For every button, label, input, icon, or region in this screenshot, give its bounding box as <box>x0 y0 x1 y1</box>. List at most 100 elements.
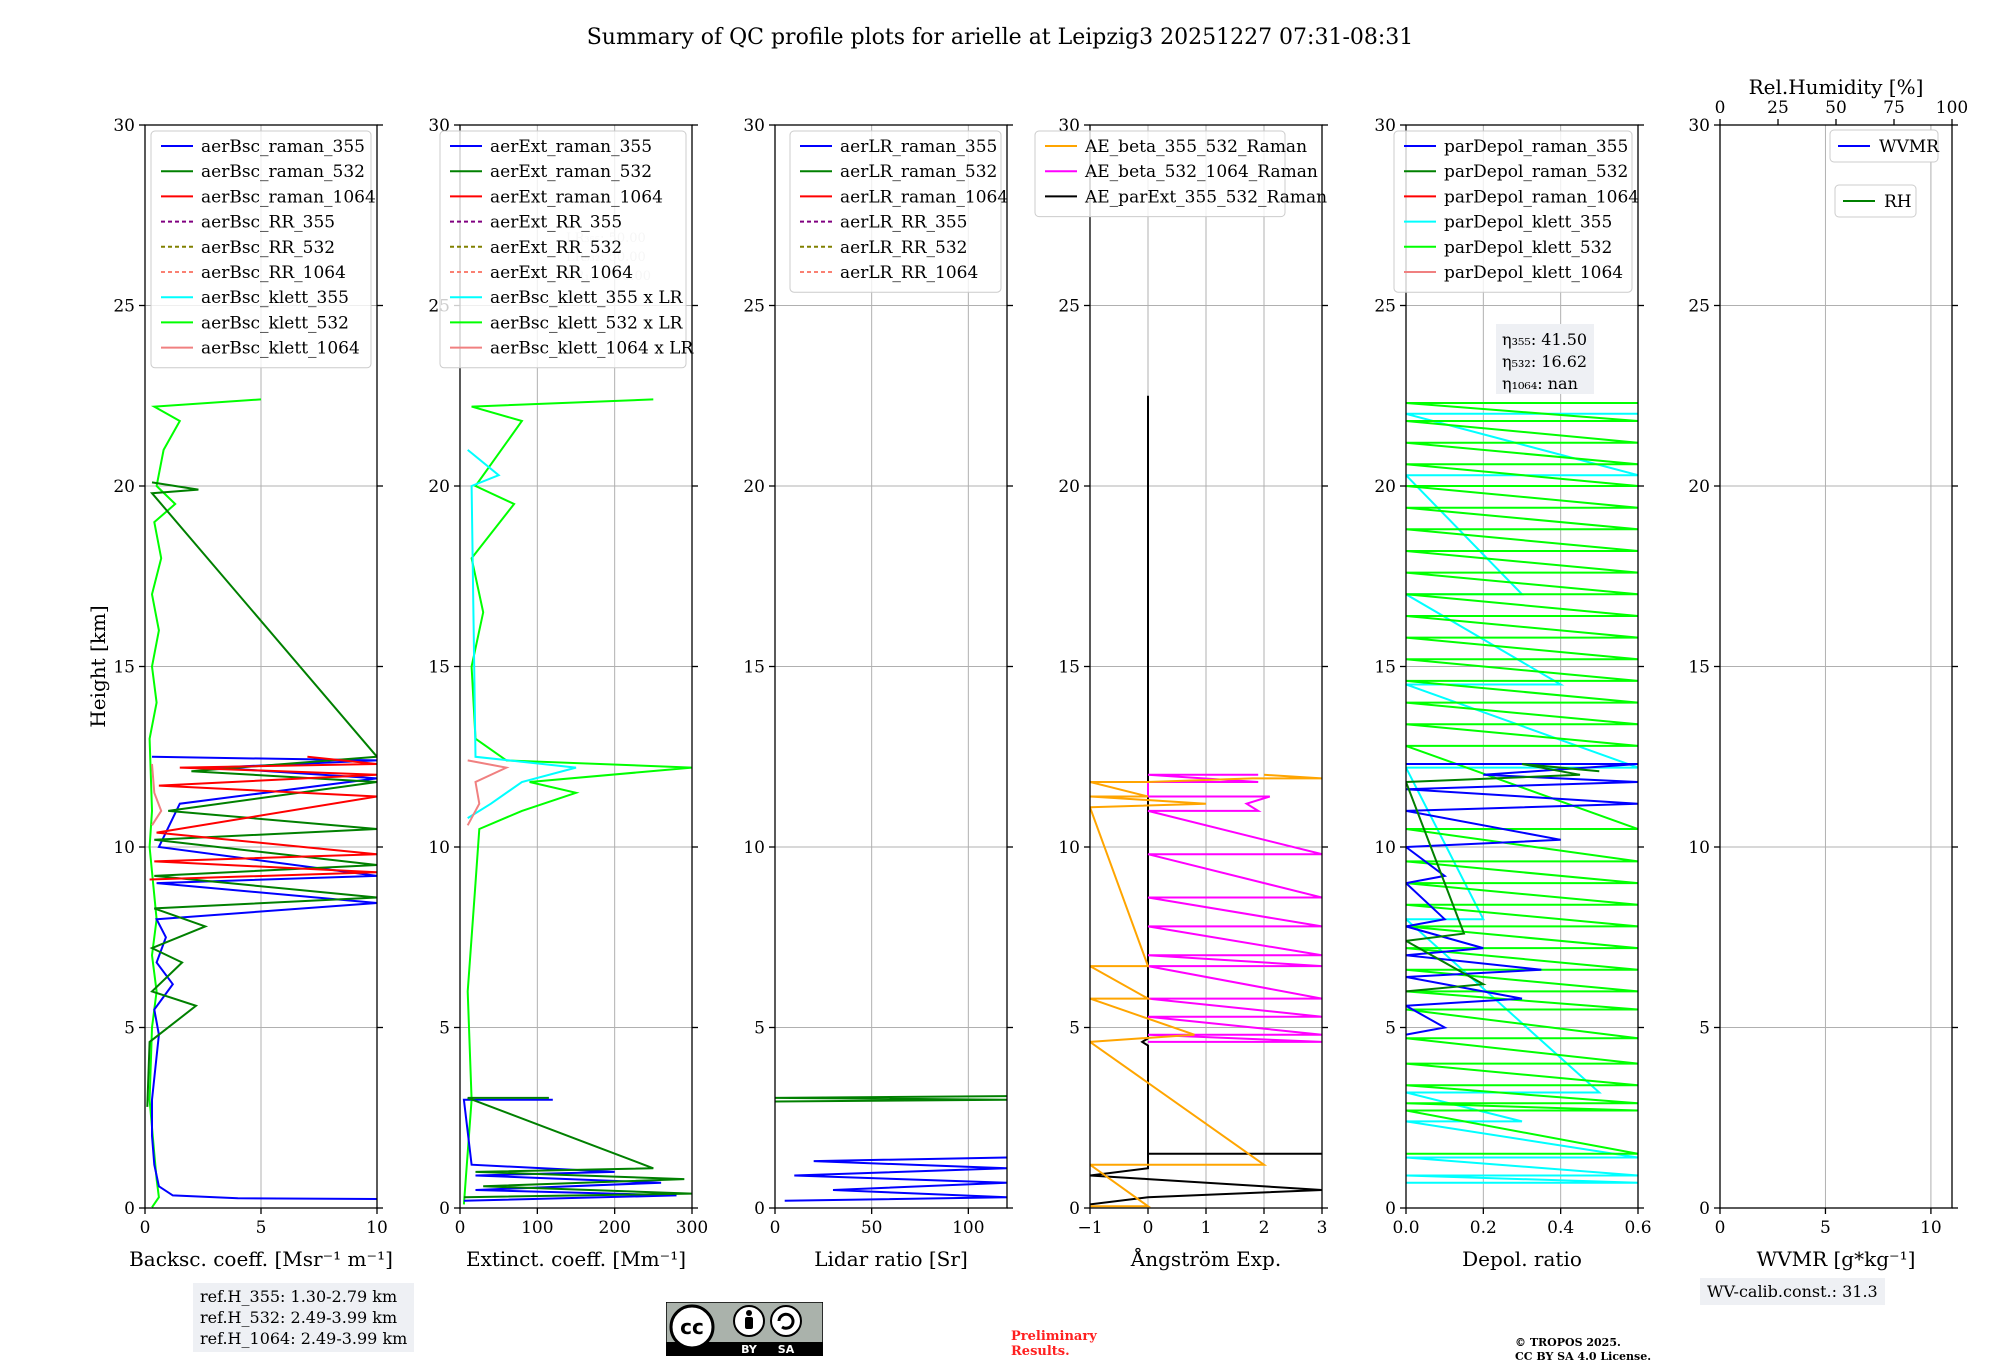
x-axis-label: Extinct. coeff. [Mm⁻¹] <box>466 1247 686 1271</box>
x-tick-label: 50 <box>861 1218 883 1238</box>
legend-label: aerExt_RR_355 <box>490 213 622 233</box>
legend-box <box>1034 130 1286 218</box>
y-tick-label: 15 <box>428 658 450 678</box>
y-tick-label: 15 <box>1058 658 1080 678</box>
preliminary-line-1: Preliminary <box>1011 1329 1097 1344</box>
y-tick-label: 5 <box>1069 1019 1080 1039</box>
legend-label: parDepol_raman_1064 <box>1444 187 1639 207</box>
legend-label: aerExt_raman_355 <box>490 137 652 157</box>
y-tick-label: 0 <box>1699 1199 1710 1219</box>
legend-label: aerBsc_raman_355 <box>201 137 365 157</box>
figure-title: Summary of QC profile plots for arielle … <box>587 25 1414 50</box>
legend-label: RH <box>1884 192 1912 212</box>
x-tick-label: 3 <box>1317 1218 1328 1238</box>
y-tick-label: 25 <box>743 297 765 317</box>
y-tick-label: 5 <box>1699 1019 1710 1039</box>
profiles-bsc <box>146 398 377 1208</box>
top-tick-label: 50 <box>1825 98 1847 118</box>
wv-calibration-box: WV-calib.const.: 31.3 <box>1700 1278 1885 1305</box>
legend-box <box>1834 184 1917 218</box>
eta-box-bg <box>1496 324 1594 394</box>
y-tick-label: 5 <box>754 1019 765 1039</box>
legend-label: parDepol_klett_355 <box>1444 213 1612 233</box>
x-tick-label: 0 <box>770 1218 781 1238</box>
y-tick-label: 20 <box>743 477 765 497</box>
y-tick-label: 10 <box>743 838 765 858</box>
ref-height-532: ref.H_532: 2.49-3.99 km <box>200 1308 398 1327</box>
y-tick-label: 15 <box>1374 658 1396 678</box>
profile-line-lightcoral <box>466 759 510 826</box>
legend-label: aerExt_raman_532 <box>490 162 652 182</box>
legend-label: aerBsc_klett_532 <box>201 313 349 333</box>
legend-label: aerBsc_RR_1064 <box>201 263 346 283</box>
eta-box: η₃₅₅: 41.50 η₅₃₂: 16.62 η₁₀₆₄: nan <box>1496 324 1594 394</box>
y-tick-label: 10 <box>113 838 135 858</box>
y-tick-label: 25 <box>1058 297 1080 317</box>
profile-line-green <box>146 481 377 1107</box>
y-tick-label: 0 <box>754 1199 765 1219</box>
legend-ext: aerExt_raman_355 aerExt_raman_532 aerExt_r… <box>439 130 694 369</box>
profile-line-blue <box>1406 763 1638 1036</box>
y-tick-label: 10 <box>1058 838 1080 858</box>
y-tick-label: 20 <box>1374 477 1396 497</box>
ref-height-1064: ref.H_1064: 2.49-3.99 km <box>200 1329 408 1348</box>
top-tick-label: 25 <box>1767 98 1789 118</box>
legend-label: parDepol_raman_532 <box>1444 162 1628 182</box>
x-tick-label: 0.6 <box>1624 1218 1651 1238</box>
legend-label: aerBsc_raman_1064 <box>201 187 376 207</box>
profile-line-lime <box>462 398 692 1205</box>
y-tick-label: 20 <box>1688 477 1710 497</box>
profile-line-lime <box>1406 402 1638 1155</box>
x-tick-label: 10 <box>366 1218 388 1238</box>
legend-bsc: aerBsc_raman_355 aerBsc_raman_532 aerBsc_r… <box>150 130 376 369</box>
legend-box <box>789 130 1002 293</box>
legend-label: aerExt_raman_1064 <box>490 187 663 207</box>
legend-label: aerBsc_klett_355 x LR <box>490 288 684 308</box>
legend-label: aerExt_RR_532 <box>490 238 622 258</box>
y-tick-label: 15 <box>1688 658 1710 678</box>
legend-label: aerBsc_klett_1064 <box>201 339 360 359</box>
x-axis-label: WVMR [g*kg⁻¹] <box>1757 1247 1916 1271</box>
y-tick-label: 30 <box>743 116 765 136</box>
y-tick-label: 0 <box>1069 1199 1080 1219</box>
legend-label: aerLR_RR_355 <box>840 213 967 233</box>
legend-label: aerBsc_raman_532 <box>201 162 365 182</box>
top-axis-label: Rel.Humidity [%] <box>1749 75 1924 99</box>
legend-rh: RH <box>1834 184 1917 218</box>
preliminary-note: Preliminary Results. <box>1011 1329 1097 1359</box>
legend-ae: AE_beta_355_532_Raman AE_beta_532_1064_Ra… <box>1034 130 1327 218</box>
legend-label: AE_beta_355_532_Raman <box>1084 137 1307 157</box>
eta-label: η₅₃₂: 16.62 <box>1502 352 1587 371</box>
y-tick-label: 30 <box>1374 116 1396 136</box>
x-tick-label: 5 <box>1820 1218 1831 1238</box>
legend-lr: aerLR_raman_355 aerLR_raman_532 aerLR_rama… <box>789 130 1008 293</box>
x-axis-label: Lidar ratio [Sr] <box>814 1247 968 1271</box>
x-tick-label: −1 <box>1077 1218 1102 1238</box>
x-tick-label: 0 <box>1715 1218 1726 1238</box>
ref-height-355: ref.H_355: 1.30-2.79 km <box>200 1287 398 1306</box>
profile-line-cyan <box>467 449 577 819</box>
profiles-ae <box>1090 395 1322 1208</box>
legend-label: aerLR_RR_532 <box>840 238 967 258</box>
profile-line-green <box>775 1095 1007 1103</box>
panel-bsc: 0 5 10 0 5 10 15 20 25 30 Backsc. coeff. [Msr⁻¹ m⁻… <box>86 116 393 1271</box>
panel-depol: 0.0 0.2 0.4 0.6 0 5 10 15 20 25 30 Depol. ratio parD… <box>1374 116 1651 1271</box>
y-tick-label: 20 <box>113 477 135 497</box>
profile-line-lime <box>148 398 262 1208</box>
copyright-line-2: CC BY SA 4.0 License. <box>1515 1350 1652 1363</box>
y-tick-label: 30 <box>1688 116 1710 136</box>
cc-by-sa-license-badge: cc BY SA <box>666 1302 823 1356</box>
x-tick-label: 0 <box>1143 1218 1154 1238</box>
profiles-depol <box>1406 402 1638 1184</box>
legend-depol: parDepol_raman_355 parDepol_raman_532 parD… <box>1393 130 1639 293</box>
y-tick-label: 25 <box>113 297 135 317</box>
x-tick-label: 0.4 <box>1547 1218 1574 1238</box>
profile-line-orange <box>1090 773 1322 1208</box>
preliminary-line-2: Results. <box>1011 1344 1070 1359</box>
y-tick-label: 30 <box>113 116 135 136</box>
y-tick-label: 15 <box>743 658 765 678</box>
